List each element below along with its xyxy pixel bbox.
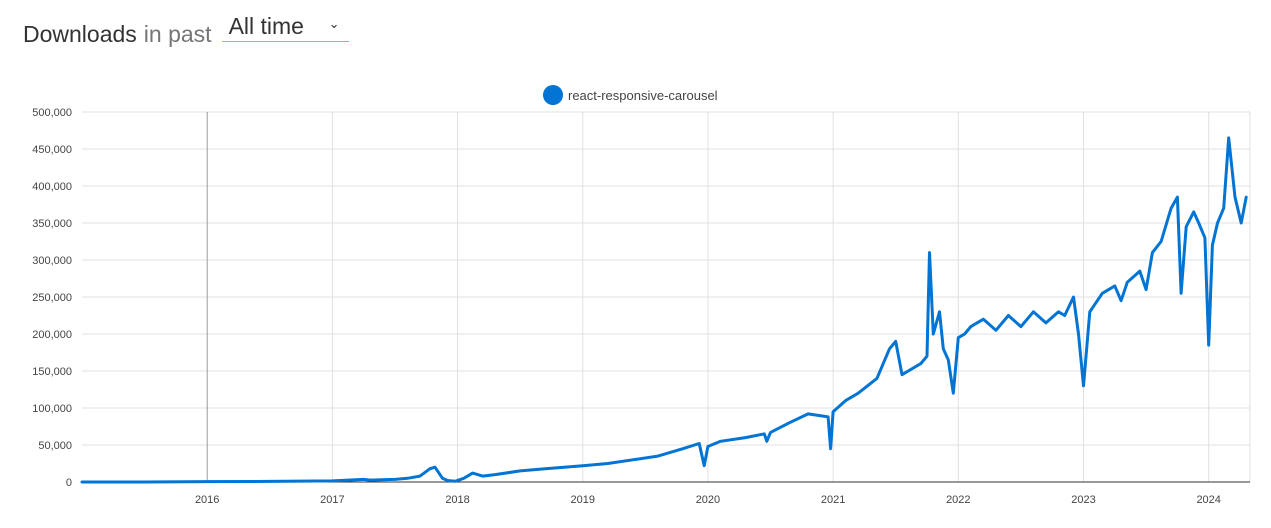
x-tick-label: 2019 <box>571 494 595 506</box>
x-tick-label: 2021 <box>821 494 845 506</box>
y-tick-label: 350,000 <box>32 218 72 230</box>
x-tick-label: 2018 <box>445 494 469 506</box>
page-subtitle: in past <box>143 21 212 47</box>
y-tick-label: 200,000 <box>32 329 72 341</box>
y-tick-label: 400,000 <box>32 181 72 193</box>
x-tick-label: 2023 <box>1071 494 1095 506</box>
x-tick-label: 2016 <box>195 494 219 506</box>
chart-series <box>80 136 1248 484</box>
y-tick-label: 50,000 <box>38 440 72 452</box>
x-tick-label: 2022 <box>946 494 970 506</box>
x-tick-label: 2024 <box>1196 494 1220 506</box>
chart-legend: react-responsive-carousel <box>543 85 718 105</box>
y-tick-label: 500,000 <box>32 107 72 119</box>
y-tick-label: 0 <box>66 477 72 489</box>
legend-label: react-responsive-carousel <box>568 88 718 103</box>
chevron-down-icon: ⌄ <box>328 16 340 31</box>
chart-axes: 0 50,000 100,000 150,000 200,000 250,000 300,0… <box>32 107 1250 506</box>
y-tick-label: 450,000 <box>32 144 72 156</box>
legend-marker <box>543 85 563 105</box>
downloads-header: Downloads in past All time ⌄ <box>23 10 349 47</box>
y-tick-label: 250,000 <box>32 292 72 304</box>
x-tick-label: 2020 <box>696 494 720 506</box>
y-tick-label: 100,000 <box>32 403 72 415</box>
time-range-dropdown[interactable]: All time ⌄ <box>221 10 349 42</box>
time-range-value: All time <box>228 13 304 39</box>
y-tick-label: 150,000 <box>32 366 72 378</box>
series-line <box>80 136 1248 484</box>
page-title: Downloads <box>23 21 137 47</box>
y-tick-label: 300,000 <box>32 255 72 267</box>
x-tick-label: 2017 <box>320 494 344 506</box>
